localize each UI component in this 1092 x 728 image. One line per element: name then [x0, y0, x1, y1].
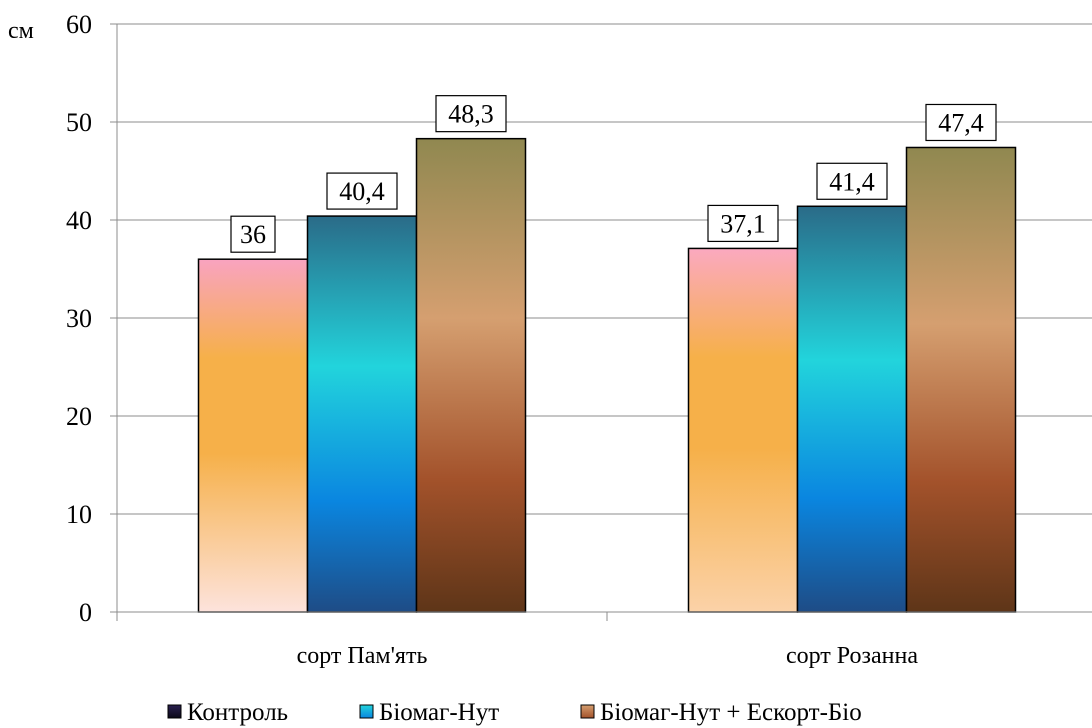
y-tick-label: 0 — [79, 598, 92, 627]
bar — [197, 258, 309, 613]
data-label-box — [707, 204, 779, 243]
y-tick-label: 10 — [66, 500, 92, 529]
data-label-box — [326, 172, 398, 210]
legend-swatch — [167, 704, 182, 719]
bar — [905, 146, 1017, 613]
bar — [306, 215, 418, 613]
legend-label: Контроль — [187, 699, 288, 726]
x-tick-label: сорт Пам'ять — [297, 643, 428, 669]
y-tick-label: 40 — [66, 206, 92, 235]
data-label: 36 — [240, 220, 266, 249]
y-axis-unit-label: см — [8, 18, 34, 44]
y-axis: 0 10 20 30 40 50 60 — [66, 10, 118, 627]
legend-label: Біомаг-Нут + Ескорт-Біо — [600, 699, 862, 726]
data-label-box — [925, 103, 997, 142]
y-tick-label: 20 — [66, 402, 92, 431]
legend-swatch — [359, 704, 374, 719]
data-label-box — [816, 162, 888, 200]
x-axis: сорт Пам'ять сорт Розанна — [116, 611, 1092, 669]
legend-swatch — [580, 704, 595, 719]
data-label: 47,4 — [938, 108, 984, 137]
legend: Контроль Біомаг-Нут Біомаг-Нут + Ескорт-Бі… — [167, 699, 862, 726]
data-label: 37,1 — [720, 209, 766, 238]
bar — [687, 247, 799, 613]
data-label: 41,4 — [829, 167, 875, 196]
bar — [415, 137, 527, 613]
legend-label: Біомаг-Нут — [379, 699, 499, 726]
y-tick-label: 30 — [66, 304, 92, 333]
data-label: 40,4 — [339, 177, 385, 206]
data-label: 48,3 — [448, 100, 494, 129]
y-tick-label: 60 — [66, 10, 92, 39]
data-label-box — [435, 95, 507, 133]
bar — [796, 205, 908, 613]
bars: 36 40,4 48,3 37,1 41,4 47,4 — [197, 95, 1017, 613]
data-label-box — [230, 215, 276, 253]
y-tick-label: 50 — [66, 108, 92, 137]
x-tick-label: сорт Розанна — [786, 643, 918, 669]
